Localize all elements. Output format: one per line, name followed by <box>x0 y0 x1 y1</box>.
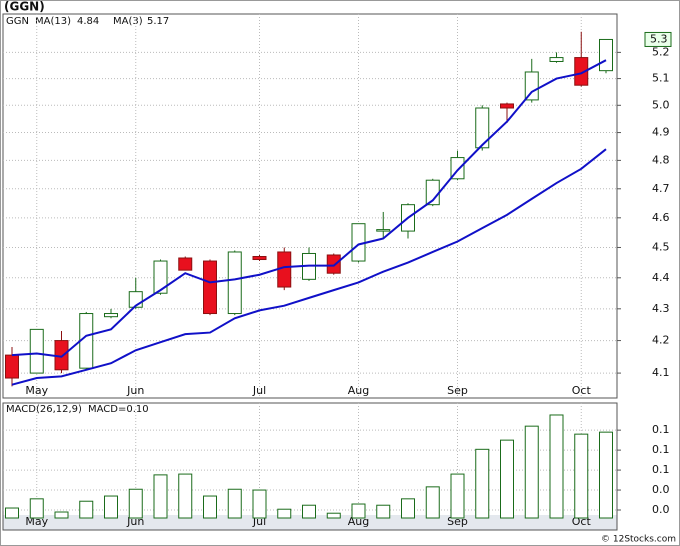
macd-bar <box>252 489 267 519</box>
macd-value: MACD=0.10 <box>88 404 149 415</box>
macd-bar <box>326 512 341 519</box>
candle-body <box>5 354 19 379</box>
candle-body <box>203 260 217 315</box>
chart-title: (GGN) <box>4 0 45 14</box>
legend-ma13-value: 4.84 <box>77 16 99 27</box>
x-tick-label: Sep <box>447 384 468 397</box>
macd-date-strip <box>3 515 617 530</box>
legend-ma3: MA(3) <box>113 16 143 27</box>
price-panel <box>2 13 618 399</box>
y-tick-label: 4.3 <box>652 302 670 315</box>
symbol-label: GGN <box>6 16 29 27</box>
macd-bar <box>227 488 242 519</box>
candle-body <box>599 38 613 72</box>
macd-bar <box>203 495 217 519</box>
y-tick-label: 0.1 <box>652 423 670 436</box>
macd-bar <box>29 498 44 519</box>
candle-body <box>104 313 118 318</box>
y-tick-label: 0.1 <box>652 463 670 476</box>
candle-body <box>227 251 242 315</box>
ma-line <box>11 59 607 358</box>
candle-body <box>178 257 193 271</box>
x-tick-label: Jun <box>126 384 144 397</box>
macd-bar <box>79 500 94 519</box>
x-tick-label: Oct <box>572 384 592 397</box>
ma-line <box>11 148 607 386</box>
y-tick-label: 4.8 <box>652 153 670 166</box>
macd-bar <box>500 439 514 519</box>
last-price-box <box>644 31 672 47</box>
candle-body <box>376 229 391 232</box>
x-tick-label: May <box>25 384 48 397</box>
legend-ma3-value: 5.17 <box>147 16 169 27</box>
y-tick-label: 5.0 <box>652 98 670 111</box>
macd-bar <box>574 433 589 519</box>
last-price-label: 5.3 <box>650 32 668 45</box>
candle-body <box>549 57 564 62</box>
candle-body <box>252 255 267 261</box>
candle-body <box>29 328 44 374</box>
legend-ma13: MA(13) <box>35 16 71 27</box>
macd-bar <box>401 498 415 519</box>
y-tick-label: 0.1 <box>652 443 670 456</box>
y-tick-label: 4.5 <box>652 240 670 253</box>
macd-bar <box>5 507 19 519</box>
y-tick-label: 4.7 <box>652 182 670 195</box>
macd-bar <box>153 474 168 519</box>
macd-bar <box>104 495 118 519</box>
macd-bar <box>178 473 193 519</box>
footer: © 12Stocks.com <box>601 535 676 545</box>
macd-bar <box>475 448 490 519</box>
y-tick-label: 4.2 <box>652 334 670 347</box>
macd-bar <box>277 508 292 519</box>
candle-body <box>500 103 514 109</box>
y-tick-label: 0.0 <box>652 503 670 516</box>
macd-bar <box>549 414 564 519</box>
y-tick-label: 0.0 <box>652 483 670 496</box>
x-tick-label: Aug <box>348 384 369 397</box>
macd-bar <box>599 431 613 519</box>
candle-body <box>475 107 490 149</box>
y-tick-label: 5.2 <box>652 45 670 58</box>
y-tick-label: 5.1 <box>652 72 670 85</box>
macd-bar <box>376 504 391 519</box>
candle-body <box>326 254 341 274</box>
macd-bar <box>450 473 465 519</box>
y-tick-label: 4.1 <box>652 366 670 379</box>
macd-bar <box>524 425 539 519</box>
candle-body <box>524 71 539 101</box>
x-tick-label: Jul <box>252 384 266 397</box>
macd-bar <box>54 511 69 519</box>
macd-bar <box>128 488 143 519</box>
macd-title: MACD(26,12,9) <box>6 404 82 415</box>
y-tick-label: 4.6 <box>652 211 670 224</box>
candle-body <box>153 260 168 294</box>
y-tick-label: 4.4 <box>652 271 670 284</box>
macd-bar <box>302 504 316 519</box>
candle-body <box>574 57 589 86</box>
y-tick-label: 4.9 <box>652 126 670 139</box>
macd-bar <box>351 503 366 519</box>
macd-bar <box>425 486 440 519</box>
